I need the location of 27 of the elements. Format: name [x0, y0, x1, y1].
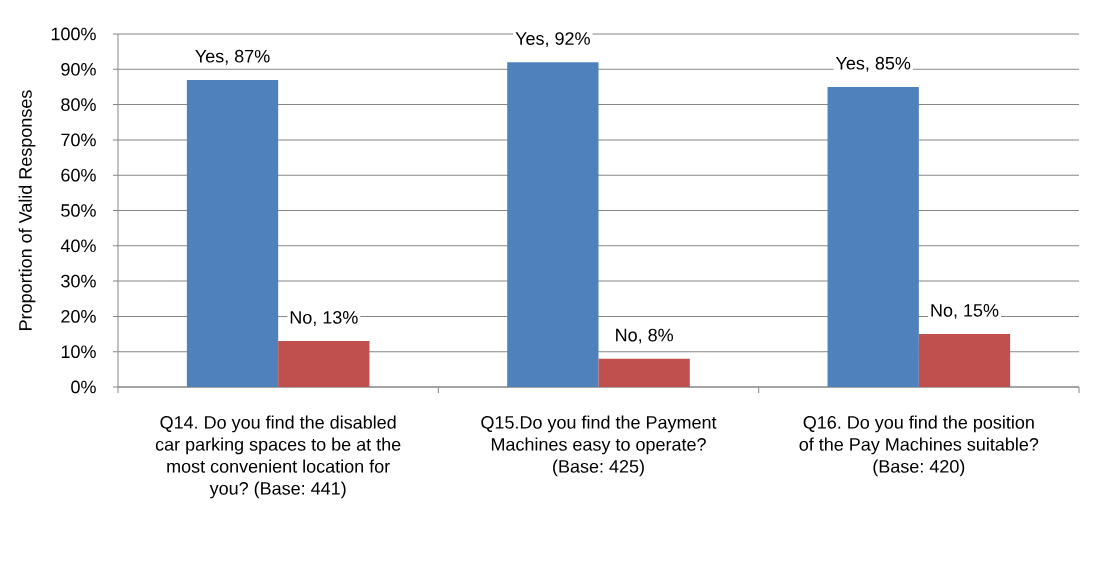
bar — [598, 358, 690, 387]
y-tick-label: 30% — [61, 274, 96, 288]
bar — [918, 334, 1011, 387]
y-tick-label: 80% — [61, 98, 96, 111]
y-tick-label: 50% — [61, 204, 96, 217]
bar — [507, 62, 599, 387]
bar — [827, 86, 919, 387]
x-tick-label: Q16. Do you find the position of the Pay Machines suitable? (Base: 420) — [799, 415, 1039, 477]
y-tick-label: 40% — [60, 239, 96, 253]
data-label: Yes, 92% — [515, 32, 590, 48]
y-tick-label: 60% — [61, 168, 96, 182]
x-tick-label: Q15.Do you find the Payment Machines easy to operate? (Base: 425) — [481, 415, 717, 477]
x-tick-label: Q14. Do you find the disabled car parking spaces to be at the most convenient location for you? (Base: 441) — [155, 415, 401, 499]
data-label: Yes, 85% — [835, 56, 911, 72]
data-label: No, 13% — [290, 311, 358, 326]
y-tick-label: 0% — [71, 380, 96, 394]
y-tick-label: 20% — [61, 310, 96, 323]
y-tick-label: 70% — [61, 133, 96, 147]
data-label: Yes, 87% — [195, 49, 270, 65]
y-axis-title: Proportion of Valid Responses — [18, 90, 36, 330]
data-label: No, 15% — [931, 304, 999, 319]
bar — [186, 79, 279, 387]
bar — [278, 341, 370, 387]
data-label: No, 8% — [616, 328, 674, 344]
y-tick-label: 10% — [61, 345, 96, 359]
y-tick-label: 100% — [51, 27, 96, 41]
y-tick-label: 90% — [61, 62, 96, 76]
